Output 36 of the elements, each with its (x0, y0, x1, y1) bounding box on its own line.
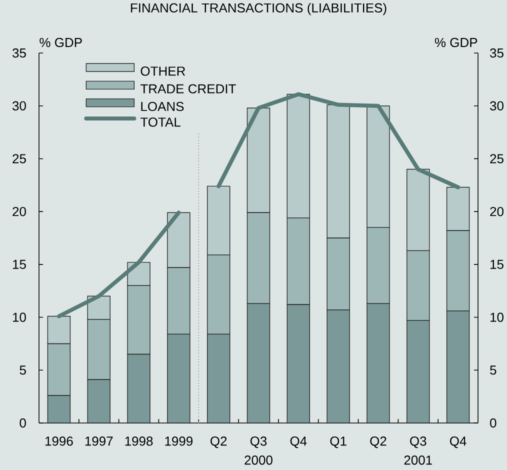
y-tick-label: 20 (490, 206, 504, 216)
y2-tick-label: 15 (12, 260, 26, 269)
y-tick-label: 30 (490, 101, 504, 110)
x-tick-label: Q4 (290, 436, 307, 448)
y2-tick-label: 35 (12, 48, 26, 58)
x-tick-label: Q4 (450, 436, 466, 448)
x-tick-label: Q3 2000 (244, 436, 272, 465)
y2-tick-label: 10 (12, 312, 26, 322)
x-tick-label: Q3 2001 (404, 436, 432, 465)
x-tick-label: 1996 (45, 436, 73, 446)
y2-tick-label: 0 (20, 418, 26, 428)
y-tick-label: 0 (490, 418, 496, 428)
y-tick-label: 10 (490, 312, 504, 322)
legend-label: TOTAL (140, 118, 180, 127)
x-tick-label: Q2 (210, 436, 227, 448)
line-series (56, 210, 181, 318)
chart-title: FINANCIAL TRANSACTIONS (LIABILITIES) (130, 2, 386, 16)
x-tick-label: 1997 (85, 436, 113, 446)
y-tick-label: 25 (490, 154, 504, 164)
y2-tick-label: 30 (12, 101, 26, 110)
y2-tick-label: 20 (12, 206, 26, 216)
y2-tick-label: 5 (20, 366, 26, 375)
legend-label: OTHER (140, 66, 186, 76)
x-tick-label: Q1 (330, 436, 346, 448)
x-tick-label: 1999 (165, 436, 193, 446)
x-tick-label: 1998 (125, 436, 153, 446)
legend-label: LOANS (141, 102, 184, 112)
y-tick-label: 15 (490, 260, 504, 269)
y-tick-label: 5 (490, 366, 496, 375)
text: % GDP (40, 38, 82, 48)
y-tick-label: 35 (490, 48, 504, 58)
x-tick-label: Q2 (370, 436, 386, 448)
y2-tick-label: 25 (12, 154, 26, 164)
legend-label: TRADE CREDIT (140, 84, 236, 94)
text: % GDP (434, 38, 478, 48)
line-series (216, 92, 460, 190)
